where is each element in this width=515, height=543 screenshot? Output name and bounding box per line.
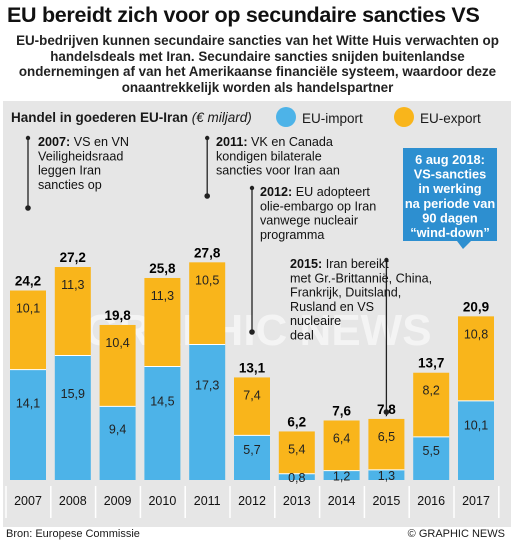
bar-import-2014 [323, 470, 360, 480]
label-export-2017: 10,8 [464, 327, 488, 341]
bar-export-2017 [458, 316, 494, 401]
label-export-2013: 5,4 [288, 442, 305, 456]
annotation-2007: 2007: VS en VN Veiligheidsraad leggen Iran… [38, 135, 129, 192]
year-label-2007: 2007 [14, 494, 42, 508]
year-label-2012: 2012 [238, 494, 266, 508]
annotation-2012: 2012: EU adopteert olie-embargo op Iran va… [260, 185, 376, 242]
source-note: Bron: Europese Commissie [6, 528, 140, 540]
annotation-2015: 2015: Iran bereikt met Gr.-Brittannië, Ch… [290, 257, 432, 343]
year-label-2009: 2009 [104, 494, 132, 508]
bar-import-2008 [54, 355, 91, 480]
label-total-2009: 19,8 [104, 308, 131, 323]
bar-import-2011 [189, 344, 226, 480]
legend-heading-text: Handel in goederen EU-Iran [11, 110, 189, 125]
bar-import-2017 [458, 400, 494, 480]
legend-import-swatch [276, 107, 296, 127]
label-import-2009: 9,4 [109, 422, 126, 436]
label-import-2008: 15,9 [61, 387, 85, 401]
label-import-2017: 10,1 [464, 419, 488, 433]
label-total-2008: 27,2 [60, 250, 86, 265]
bar-export-2008 [54, 267, 91, 356]
annotation-dot-2007 [25, 205, 31, 211]
bar-export-2013 [278, 431, 315, 474]
bar-export-2007 [10, 290, 46, 370]
label-import-2013: 0,8 [288, 471, 305, 485]
label-export-2014: 6,4 [333, 431, 350, 445]
annotation-2011: 2011: VK en Canada kondigen bilaterale san… [216, 135, 340, 178]
watermark: GRAPHIC NEWS [84, 306, 431, 355]
annotation-dot-2012 [249, 329, 255, 335]
page-title: EU bereidt zich voor op secundaire sanct… [7, 3, 480, 27]
label-import-2015: 1,3 [378, 469, 395, 483]
annotation-dot-2015 [383, 409, 390, 415]
year-label-2016: 2016 [417, 494, 445, 508]
bar-import-2016 [413, 436, 450, 480]
year-label-2011: 2011 [194, 494, 221, 508]
legend-import-label: EU-import [302, 111, 363, 126]
annotation-dot-2011 [204, 193, 210, 199]
bar-export-2016 [413, 372, 450, 437]
year-label-2015: 2015 [372, 494, 400, 508]
year-label-2013: 2013 [283, 494, 311, 508]
page-subtitle: EU-bedrijven kunnen secundaire sancties … [16, 33, 499, 95]
label-total-2010: 25,8 [149, 261, 176, 276]
label-export-2007: 10,1 [16, 302, 40, 316]
label-export-2010: 11,3 [151, 289, 174, 303]
label-import-2007: 14,1 [16, 397, 40, 411]
bar-export-2014 [323, 420, 360, 471]
year-label-2008: 2008 [59, 494, 87, 508]
label-total-2014: 7,6 [332, 403, 351, 418]
label-total-2016: 13,7 [418, 356, 444, 371]
bar-import-2007 [10, 369, 46, 480]
bar-import-2010 [144, 366, 181, 480]
label-export-2012: 7,4 [243, 388, 260, 402]
year-label-2010: 2010 [148, 494, 176, 508]
bar-export-2011 [189, 262, 226, 345]
bar-export-2015 [368, 418, 405, 470]
label-export-2016: 8,2 [423, 384, 440, 398]
annotation-dot-top-2012 [249, 185, 255, 191]
callout-text: 6 aug 2018: VS-sancties in werking na perio… [405, 152, 495, 240]
label-export-2015: 6,5 [378, 430, 395, 444]
bar-import-2009 [99, 406, 136, 480]
legend-export-swatch [394, 107, 414, 127]
label-total-2013: 6,2 [287, 414, 306, 429]
year-label-2014: 2014 [328, 494, 356, 508]
label-total-2007: 24,2 [15, 274, 41, 289]
label-import-2012: 5,7 [243, 443, 260, 457]
bar-import-2013 [278, 473, 315, 480]
label-total-2012: 13,1 [239, 360, 266, 375]
legend-unit: (€ miljard) [191, 110, 252, 125]
callout-pointer [457, 241, 471, 249]
label-export-2008: 11,3 [61, 278, 84, 292]
label-total-2011: 27,8 [194, 245, 221, 260]
bar-export-2009 [99, 324, 136, 407]
legend-export-label: EU-export [420, 111, 481, 126]
label-import-2016: 5,5 [423, 444, 440, 458]
callout-box [403, 148, 497, 241]
annotation-dot-top-2015 [384, 257, 389, 263]
bar-import-2015 [368, 469, 405, 480]
annotation-dot-top-2011 [205, 135, 210, 141]
label-import-2014: 1,2 [333, 469, 350, 483]
bar-export-2012 [234, 377, 270, 436]
year-label-2017: 2017 [462, 494, 490, 508]
bar-import-2012 [234, 435, 270, 480]
bar-export-2010 [144, 277, 181, 367]
annotation-dot-top-2007 [25, 135, 31, 141]
credit-note: © GRAPHIC NEWS [407, 528, 505, 540]
label-total-2017: 20,9 [463, 299, 489, 314]
label-import-2011: 17,3 [195, 379, 219, 393]
legend-heading: Handel in goederen EU-Iran (€ miljard) [11, 110, 252, 125]
label-export-2009: 10,4 [105, 336, 129, 350]
label-import-2010: 14,5 [150, 395, 174, 409]
label-export-2011: 10,5 [195, 273, 219, 287]
